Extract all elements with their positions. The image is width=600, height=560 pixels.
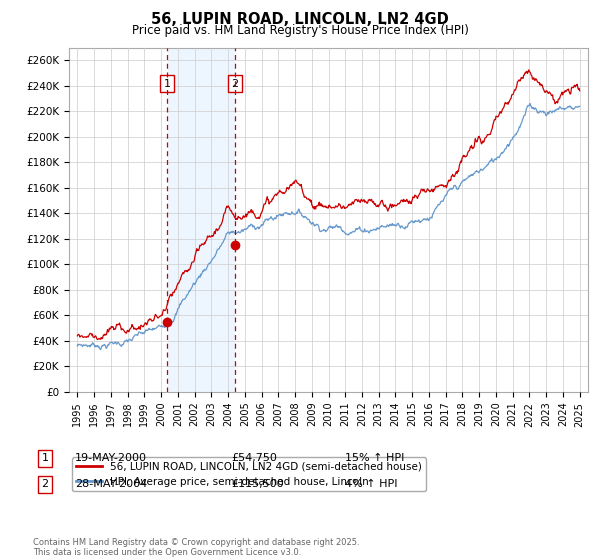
Text: 15% ↑ HPI: 15% ↑ HPI bbox=[345, 453, 404, 463]
Text: Price paid vs. HM Land Registry's House Price Index (HPI): Price paid vs. HM Land Registry's House … bbox=[131, 24, 469, 36]
Text: 19-MAY-2000: 19-MAY-2000 bbox=[75, 453, 147, 463]
Text: £115,500: £115,500 bbox=[231, 479, 284, 489]
Text: 28-MAY-2004: 28-MAY-2004 bbox=[75, 479, 147, 489]
Text: 56, LUPIN ROAD, LINCOLN, LN2 4GD: 56, LUPIN ROAD, LINCOLN, LN2 4GD bbox=[151, 12, 449, 27]
Text: 1: 1 bbox=[41, 453, 49, 463]
Text: 4% ↑ HPI: 4% ↑ HPI bbox=[345, 479, 398, 489]
Text: £54,750: £54,750 bbox=[231, 453, 277, 463]
Text: Contains HM Land Registry data © Crown copyright and database right 2025.
This d: Contains HM Land Registry data © Crown c… bbox=[33, 538, 359, 557]
Text: 2: 2 bbox=[41, 479, 49, 489]
Text: 1: 1 bbox=[164, 79, 171, 89]
Text: 2: 2 bbox=[231, 79, 238, 89]
Legend: 56, LUPIN ROAD, LINCOLN, LN2 4GD (semi-detached house), HPI: Average price, semi: 56, LUPIN ROAD, LINCOLN, LN2 4GD (semi-d… bbox=[71, 458, 426, 491]
